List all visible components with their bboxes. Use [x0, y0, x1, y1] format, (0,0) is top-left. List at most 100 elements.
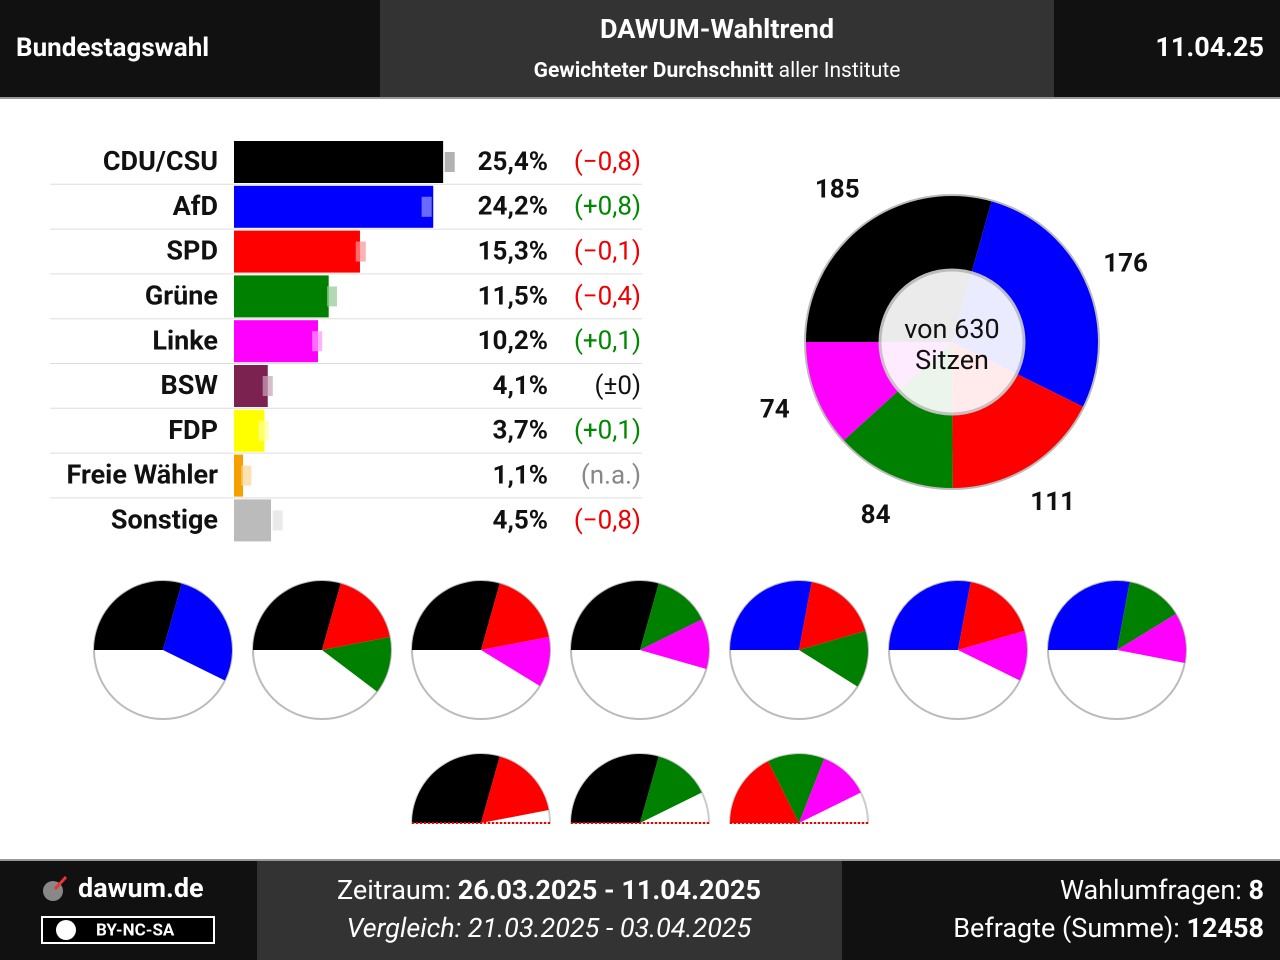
party-label: Grüne — [145, 280, 218, 312]
previous-marker — [312, 331, 323, 352]
coalition-segment — [93, 580, 182, 650]
previous-marker — [241, 465, 252, 486]
value-label: 10,2% — [478, 326, 548, 356]
value-label: 11,5% — [478, 281, 548, 311]
coalition-segment — [571, 580, 659, 650]
previous-marker-bg — [355, 241, 366, 262]
header-subtitle: Gewichteter Durchschnitt aller Institute — [534, 59, 901, 83]
header-date: 11.04.25 — [1155, 31, 1264, 63]
logo-needle — [53, 875, 68, 891]
party-label: AfD — [173, 190, 218, 222]
coalition-segment — [640, 583, 702, 650]
coalition-segment — [412, 580, 500, 650]
coalition-segment — [768, 754, 825, 823]
header-left-bg — [0, 0, 380, 98]
footer-license: BY-NC-SA — [96, 920, 175, 940]
donut-outline — [804, 194, 1100, 490]
bar — [234, 275, 329, 318]
previous-marker — [355, 241, 366, 262]
center-label: Sitzen — [915, 344, 989, 376]
previous-marker-bg — [272, 510, 283, 531]
bar — [234, 230, 360, 273]
footer-site: dawum.de — [78, 872, 204, 904]
previous-marker-bg — [421, 196, 432, 217]
party-label: Freie Wähler — [66, 459, 218, 491]
coalition-segment — [958, 582, 1025, 650]
party-label: FDP — [168, 414, 218, 446]
previous-marker — [258, 420, 269, 441]
period-label: Zeitraum: — [337, 874, 451, 906]
bar — [234, 499, 272, 542]
seat-label: 84 — [861, 500, 891, 530]
coalition-segment — [571, 753, 659, 823]
header-border — [0, 97, 1280, 99]
change-label: (−0,1) — [574, 236, 641, 266]
party-label: Sonstige — [111, 504, 218, 536]
footer-respondents: Befragte (Summe): 12458 — [953, 912, 1264, 944]
header-left: Bundestagswahl — [16, 33, 209, 63]
bar — [234, 185, 434, 228]
value-label: 24,2% — [478, 192, 548, 222]
change-label: (+0,1) — [574, 326, 641, 356]
previous-marker — [421, 196, 432, 217]
coalition-segment — [481, 637, 550, 686]
change-label: (−0,8) — [574, 505, 641, 535]
polls-label: Wahlumfragen: — [1060, 874, 1242, 906]
bar — [234, 320, 318, 363]
footer-border — [0, 859, 1280, 861]
bar — [234, 365, 268, 407]
header-center-bg — [380, 0, 1054, 98]
seat-label: 74 — [760, 394, 790, 424]
cc-icon — [56, 920, 76, 940]
bar — [234, 454, 244, 497]
previous-marker-bg — [444, 152, 455, 172]
coalition-segment — [253, 580, 341, 650]
value-label: 15,3% — [478, 236, 548, 266]
period-value: 26.03.2025 - 11.04.2025 — [458, 874, 761, 906]
previous-marker — [262, 376, 273, 396]
subtitle-rest: aller Institute — [779, 59, 901, 83]
coalition-segment — [958, 630, 1027, 681]
coalition-segment — [1048, 581, 1130, 650]
change-label: (n.a.) — [581, 460, 641, 490]
value-label: 4,5% — [493, 505, 548, 535]
seat-label: 176 — [1103, 249, 1148, 279]
subtitle-bold: Gewichteter Durchschnitt — [534, 59, 774, 83]
polls-value: 8 — [1249, 874, 1265, 906]
previous-marker-bg — [326, 286, 337, 307]
value-label: 3,7% — [493, 416, 548, 446]
coalition-segment — [412, 753, 500, 823]
party-label: SPD — [166, 235, 218, 267]
change-label: (+0,8) — [574, 192, 641, 222]
footer-comparison: Vergleich: 21.03.2025 - 03.04.2025 — [347, 912, 752, 944]
seat-label: 185 — [815, 174, 860, 204]
coalition-segment — [730, 581, 812, 650]
party-label: BSW — [161, 369, 219, 401]
respondents-value: 12458 — [1187, 912, 1264, 944]
coalition-segment — [481, 756, 549, 823]
change-label: (±0) — [595, 371, 641, 401]
value-label: 4,1% — [493, 371, 548, 401]
coalition-segment — [640, 619, 709, 670]
party-label: CDU/CSU — [103, 145, 218, 177]
change-label: (+0,1) — [574, 416, 641, 446]
previous-marker — [444, 152, 455, 172]
change-label: (−0,4) — [574, 281, 641, 311]
footer-polls: Wahlumfragen: 8 — [1060, 874, 1264, 906]
coalition-segment — [481, 583, 549, 650]
bar — [234, 141, 444, 183]
coalition-segment — [1117, 614, 1186, 663]
coalition-segment — [730, 761, 799, 823]
respondents-label: Befragte (Summe): — [953, 912, 1180, 944]
header-right-bg — [1054, 0, 1280, 98]
previous-marker-bg — [312, 331, 323, 352]
center-label: von 630 — [904, 313, 999, 345]
coalition-segment — [322, 583, 390, 650]
previous-marker-bg — [241, 465, 252, 486]
previous-marker-bg — [258, 420, 269, 441]
previous-marker-bg — [262, 376, 273, 396]
coalition-segment — [799, 758, 861, 823]
coalition-segment — [322, 637, 391, 692]
seat-label: 111 — [1030, 487, 1075, 517]
